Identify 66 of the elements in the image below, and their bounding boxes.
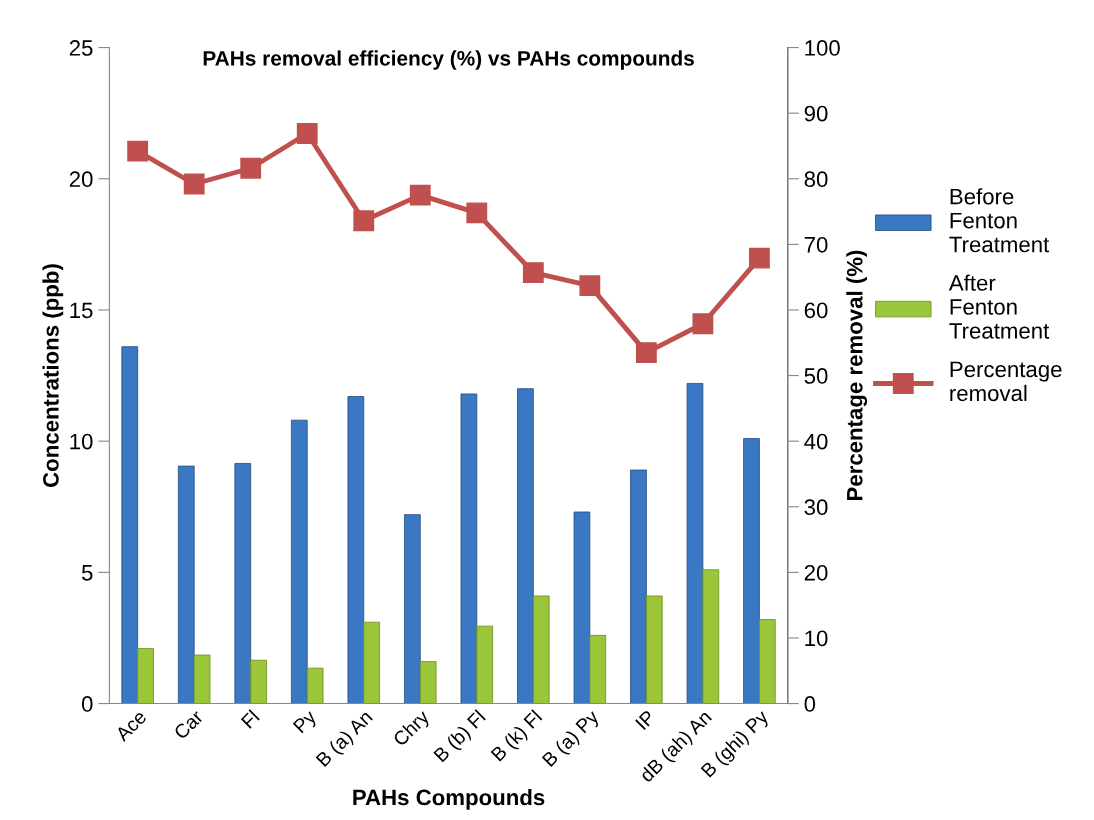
x-tick-label: IP	[635, 709, 656, 731]
bar	[121, 346, 139, 704]
bar	[419, 661, 437, 704]
y2-tick-label: 70	[804, 236, 828, 253]
x-tick-label: Car	[173, 709, 205, 740]
point	[183, 173, 205, 195]
y2-tick-label: 40	[804, 433, 828, 450]
point	[409, 184, 431, 206]
x-axis-title: PAHs Compounds	[353, 788, 545, 810]
bar	[630, 469, 647, 704]
bar	[476, 625, 494, 704]
y2-tick-label: 0	[804, 696, 816, 712]
x-tick-label: B (a) Py	[541, 708, 603, 770]
bar	[193, 654, 211, 704]
x-tick-label: Ace	[114, 709, 148, 743]
y-tick-label: 15	[70, 302, 93, 319]
y2-tick-label: 10	[805, 630, 828, 647]
bar	[363, 621, 380, 704]
point	[749, 247, 770, 269]
bar	[137, 648, 154, 704]
y2-tick-label: 60	[804, 302, 828, 319]
bar	[234, 463, 252, 704]
point	[635, 342, 657, 364]
point	[579, 275, 601, 297]
bar	[177, 465, 195, 704]
bar	[686, 383, 704, 704]
bar	[306, 667, 324, 704]
chart-title: PAHs removal efficiency (%) vs PAHs compounds	[203, 50, 694, 70]
bar	[573, 511, 591, 704]
bar	[743, 438, 760, 704]
y-tick-label: 20	[69, 171, 93, 188]
bar	[460, 393, 478, 704]
bar	[645, 595, 663, 704]
legend-label: After Fenton Treatment	[948, 274, 1050, 339]
y-tick-label: 25	[69, 40, 93, 56]
y2-axis-title: Percentage removal (%)	[846, 250, 868, 501]
bar	[589, 634, 607, 704]
y2-tick-label: 90	[804, 105, 828, 122]
point	[296, 123, 318, 144]
y2-tick-label: 20	[804, 564, 828, 581]
bar	[290, 419, 308, 704]
y2-tick-label: 30	[804, 499, 828, 516]
bar	[759, 619, 776, 704]
y2-tick-label: 80	[804, 171, 828, 188]
y-tick-label: 5	[81, 565, 93, 581]
legend-label: Before Fenton Treatment	[949, 188, 1050, 253]
point	[522, 262, 544, 283]
point	[692, 313, 714, 335]
x-tick-label: B (b) Fl	[432, 709, 489, 766]
y-axis-title: Concentrations (ppb)	[42, 264, 64, 487]
y2-tick-label: 50	[804, 368, 828, 384]
legend-label: Percentage removal	[950, 361, 1062, 402]
x-tick-label: Fl	[240, 709, 260, 729]
y-tick-label: 10	[70, 433, 93, 450]
bar	[250, 659, 267, 704]
point	[240, 157, 262, 179]
y-tick-label: 0	[81, 696, 93, 712]
point	[127, 140, 149, 162]
bar	[702, 569, 720, 704]
bar	[347, 396, 365, 704]
point	[466, 202, 488, 224]
y2-tick-label: 100	[805, 40, 840, 56]
bar	[517, 388, 534, 704]
point	[353, 210, 375, 232]
bar	[532, 595, 550, 704]
bar	[404, 514, 421, 704]
